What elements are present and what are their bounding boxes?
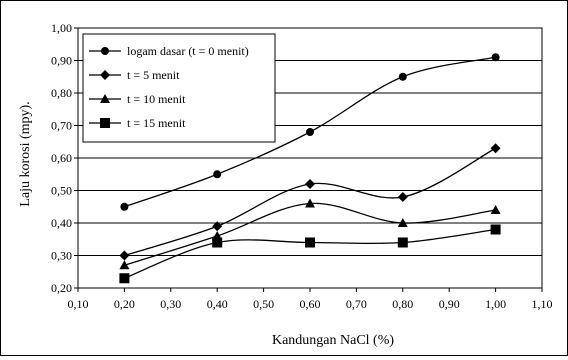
- data-point-series-2: [212, 221, 223, 232]
- x-tick-label: 1,00: [485, 297, 506, 311]
- y-axis-label: Laju korosi (mpy).: [18, 101, 33, 206]
- legend-box: [82, 33, 276, 143]
- y-tick-label: 0,40: [51, 216, 72, 230]
- x-tick-label: 0,50: [253, 297, 274, 311]
- data-point-series-2: [490, 143, 501, 154]
- y-tick-label: 0,30: [51, 249, 72, 263]
- data-point-series-1: [306, 128, 314, 136]
- data-point-series-3: [305, 198, 315, 208]
- legend: logam dasar (t = 0 menit) t = 5 menit t = …: [82, 33, 276, 143]
- y-tick-label: 0,50: [51, 184, 72, 198]
- data-point-series-1: [120, 202, 129, 211]
- data-point-series-1: [398, 72, 407, 81]
- legend-label-1: logam dasar (t = 0 menit): [127, 44, 249, 58]
- data-point-series-4: [119, 273, 130, 284]
- x-tick-label: 0,40: [207, 297, 228, 311]
- y-tick-label: 0,90: [51, 54, 72, 68]
- x-tick-label: 0,60: [300, 297, 321, 311]
- x-tick-label: 0,70: [346, 297, 367, 311]
- x-tick-label: 0,30: [160, 297, 181, 311]
- line-chart: 0,20 0,30 0,40 0,50 0,60 0,70 0,80 0,90 1,00 0,10…: [18, 21, 553, 348]
- x-tick-label: 0,10: [68, 297, 89, 311]
- legend-marker-2: [100, 70, 110, 80]
- x-tick-label: 0,90: [439, 297, 460, 311]
- series-line-4: [124, 228, 496, 279]
- tick-labels: 0,20 0,30 0,40 0,50 0,60 0,70 0,80 0,90 1,00 0,10…: [51, 21, 553, 311]
- series-lines: [119, 53, 501, 284]
- data-point-series-4: [212, 237, 223, 248]
- data-point-series-4: [397, 237, 408, 248]
- x-tick-label: 0,20: [114, 297, 135, 311]
- legend-marker-1: [101, 47, 109, 55]
- data-point-series-2: [119, 250, 130, 261]
- legend-label-3: t = 10 menit: [127, 92, 186, 106]
- x-tick-label: 1,10: [532, 297, 553, 311]
- data-point-series-4: [305, 237, 315, 248]
- x-axis-label: Kandungan NaCl (%): [272, 333, 394, 348]
- data-point-series-3: [397, 218, 408, 227]
- y-tick-label: 1,00: [51, 21, 72, 35]
- data-point-series-4: [490, 224, 501, 235]
- y-tick-label: 0,80: [51, 86, 72, 100]
- legend-marker-3: [100, 94, 110, 103]
- data-point-series-2: [397, 192, 408, 202]
- data-point-series-2: [305, 179, 315, 189]
- y-tick-label: 0,20: [51, 281, 72, 295]
- axes: [74, 27, 543, 292]
- legend-label-4: t = 15 menit: [127, 116, 186, 130]
- y-tick-label: 0,60: [51, 151, 72, 165]
- legend-label-2: t = 5 menit: [127, 68, 180, 82]
- data-point-series-3: [119, 260, 130, 270]
- data-point-series-1: [213, 170, 222, 179]
- x-tick-label: 0,80: [392, 297, 413, 311]
- legend-marker-4: [100, 118, 110, 128]
- data-point-series-3: [490, 205, 501, 214]
- data-point-series-1: [491, 53, 500, 62]
- y-tick-label: 0,70: [51, 119, 72, 133]
